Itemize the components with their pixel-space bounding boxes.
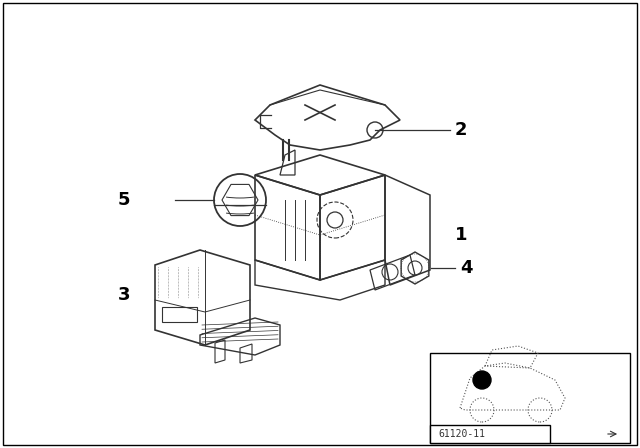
Text: 61120-11: 61120-11 [438,429,485,439]
Text: 4: 4 [460,259,472,277]
Bar [430,353,630,443]
Text: 5: 5 [118,191,131,209]
Bar [162,307,197,322]
Text: 1: 1 [455,226,467,244]
Bar [430,425,550,443]
Circle shape [473,371,491,389]
Text: 2: 2 [455,121,467,139]
Text: 3: 3 [118,286,131,304]
